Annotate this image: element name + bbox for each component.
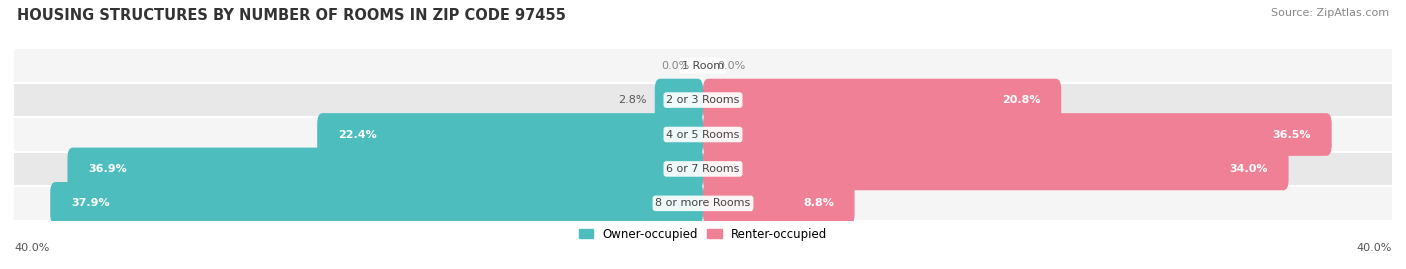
Text: 0.0%: 0.0% [661, 61, 689, 71]
Text: 6 or 7 Rooms: 6 or 7 Rooms [666, 164, 740, 174]
FancyBboxPatch shape [67, 148, 703, 190]
Text: 22.4%: 22.4% [337, 129, 377, 140]
FancyBboxPatch shape [703, 182, 855, 225]
Text: 1 Room: 1 Room [682, 61, 724, 71]
Text: Source: ZipAtlas.com: Source: ZipAtlas.com [1271, 8, 1389, 18]
Text: 0.0%: 0.0% [717, 61, 745, 71]
Text: 2 or 3 Rooms: 2 or 3 Rooms [666, 95, 740, 105]
FancyBboxPatch shape [655, 79, 703, 121]
Text: 40.0%: 40.0% [14, 243, 49, 253]
Text: 2.8%: 2.8% [617, 95, 647, 105]
Bar [14, 83, 1392, 117]
Text: 37.9%: 37.9% [70, 198, 110, 208]
Text: 34.0%: 34.0% [1229, 164, 1268, 174]
Bar [14, 152, 1392, 186]
FancyBboxPatch shape [703, 79, 1062, 121]
FancyBboxPatch shape [703, 113, 1331, 156]
Text: 40.0%: 40.0% [1357, 243, 1392, 253]
Text: 20.8%: 20.8% [1002, 95, 1040, 105]
Text: 36.5%: 36.5% [1272, 129, 1310, 140]
Legend: Owner-occupied, Renter-occupied: Owner-occupied, Renter-occupied [574, 223, 832, 246]
FancyBboxPatch shape [703, 148, 1289, 190]
FancyBboxPatch shape [318, 113, 703, 156]
Bar [14, 48, 1392, 83]
Text: 4 or 5 Rooms: 4 or 5 Rooms [666, 129, 740, 140]
Text: 36.9%: 36.9% [89, 164, 127, 174]
Bar [14, 117, 1392, 152]
Text: 8.8%: 8.8% [803, 198, 834, 208]
FancyBboxPatch shape [51, 182, 703, 225]
Text: 8 or more Rooms: 8 or more Rooms [655, 198, 751, 208]
Bar [14, 186, 1392, 221]
Text: HOUSING STRUCTURES BY NUMBER OF ROOMS IN ZIP CODE 97455: HOUSING STRUCTURES BY NUMBER OF ROOMS IN… [17, 8, 565, 23]
